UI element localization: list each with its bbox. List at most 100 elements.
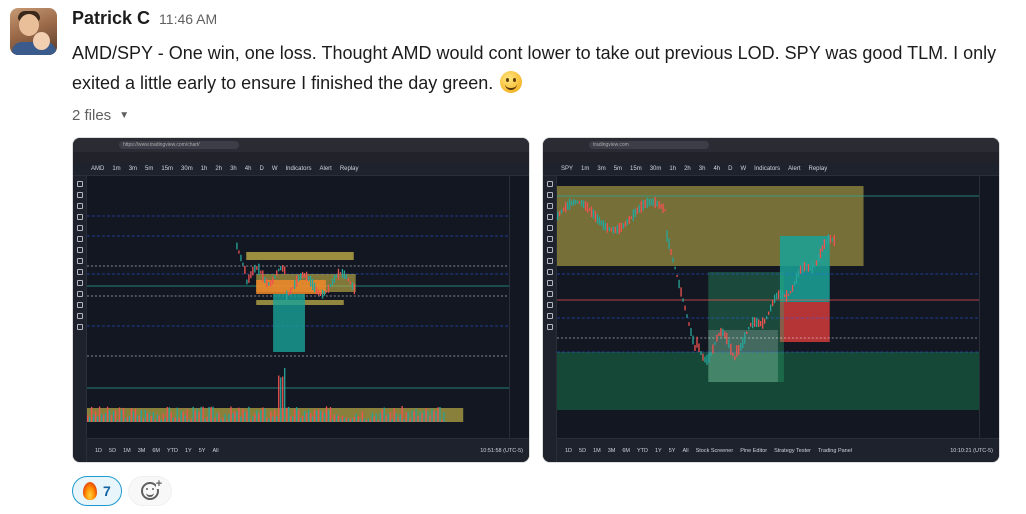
volume-bar [395, 413, 397, 422]
candle [343, 270, 346, 280]
volume-bar [87, 415, 89, 422]
volume-bar [377, 419, 379, 422]
candle [799, 265, 802, 274]
volume-bar [160, 419, 162, 422]
volume-bar [220, 419, 222, 422]
candle [319, 291, 322, 297]
candle [813, 264, 816, 268]
candle [288, 291, 290, 296]
candle [317, 290, 320, 296]
volume-bar [327, 409, 330, 422]
volume-bar [128, 415, 131, 422]
reaction-fire[interactable]: 7 [72, 476, 122, 506]
volume-bar [192, 406, 194, 422]
candle [580, 200, 583, 207]
symbol-label: AMD [91, 165, 105, 172]
candle [604, 222, 607, 231]
volume-bar [375, 413, 377, 422]
volume-bar [385, 415, 387, 422]
volume-bar [198, 411, 200, 422]
author-name[interactable]: Patrick C [72, 8, 151, 28]
volume-bar [435, 411, 437, 422]
volume-bar [367, 418, 369, 422]
attachment-image-spy[interactable]: tradingview.com SPY 1m 3m 5m 15m 30m 1h … [542, 137, 1000, 463]
volume-bar [343, 417, 346, 422]
volume-bar [222, 417, 224, 422]
candle [560, 209, 563, 214]
candle [819, 248, 822, 259]
volume-bar [242, 408, 244, 422]
candle [345, 274, 348, 280]
candle [678, 279, 680, 289]
candle [714, 342, 716, 345]
volume-bar [268, 418, 270, 422]
message-timestamp[interactable]: 11:46 AM [159, 11, 218, 27]
candle [582, 200, 585, 209]
volume-bar [260, 410, 262, 422]
candle [690, 328, 692, 336]
chart-area [87, 176, 509, 438]
volume-bar [186, 409, 188, 422]
volume-bar [319, 410, 322, 422]
volume-bar [194, 410, 196, 422]
attachment-image-amd[interactable]: https://www.tradingview.com/chart/ AMD 1… [72, 137, 530, 463]
candle [644, 199, 646, 209]
candle [805, 263, 808, 271]
volume-bar [433, 410, 435, 422]
volume-bar [102, 414, 105, 422]
candle [347, 277, 350, 282]
candle [311, 278, 314, 291]
add-reaction-button[interactable]: + [127, 476, 172, 506]
volume-bar [280, 377, 282, 422]
candle [278, 268, 280, 272]
volume-bar [264, 408, 266, 422]
volume-bar [425, 408, 427, 422]
volume-bar [288, 406, 290, 422]
volume-bar [431, 408, 433, 422]
volume-bar [206, 416, 208, 422]
candle [299, 273, 302, 280]
candle [353, 283, 356, 295]
candle [327, 284, 330, 293]
candle [795, 272, 798, 284]
volume-bar [383, 407, 385, 422]
volume-bar [88, 416, 91, 422]
candle [646, 197, 648, 209]
candle [654, 197, 656, 209]
volume-bar [208, 406, 210, 422]
volume-bar [182, 412, 184, 422]
candle [564, 202, 567, 213]
volume-bar [248, 406, 250, 422]
volume-bar [294, 409, 296, 422]
candle [557, 211, 559, 221]
volume-bar [106, 406, 109, 422]
candle [724, 331, 726, 338]
volume-bar [359, 419, 362, 422]
volume-bar [120, 409, 123, 422]
candle [712, 344, 714, 354]
volume-bar [276, 416, 278, 422]
chart-area [557, 176, 979, 438]
volume-bar [379, 412, 381, 422]
volume-bar [196, 408, 198, 422]
avatar[interactable] [10, 8, 57, 55]
candle [662, 203, 664, 213]
price-axis [509, 176, 529, 438]
candle [762, 317, 764, 329]
volume-bar [188, 419, 190, 422]
volume-bar [423, 410, 425, 422]
files-toggle[interactable]: 2 files ▼ [72, 107, 129, 124]
volume-bar [180, 410, 182, 422]
candle [785, 290, 788, 302]
candle [238, 250, 240, 254]
fire-icon [83, 482, 97, 500]
candle [624, 221, 626, 227]
volume-bar [401, 406, 403, 422]
volume-bar [140, 409, 143, 422]
volume-bar [134, 408, 137, 422]
volume-bar [238, 407, 240, 422]
candle [682, 298, 684, 302]
volume-bar [307, 409, 310, 422]
candle [744, 332, 746, 344]
candle [656, 200, 658, 207]
